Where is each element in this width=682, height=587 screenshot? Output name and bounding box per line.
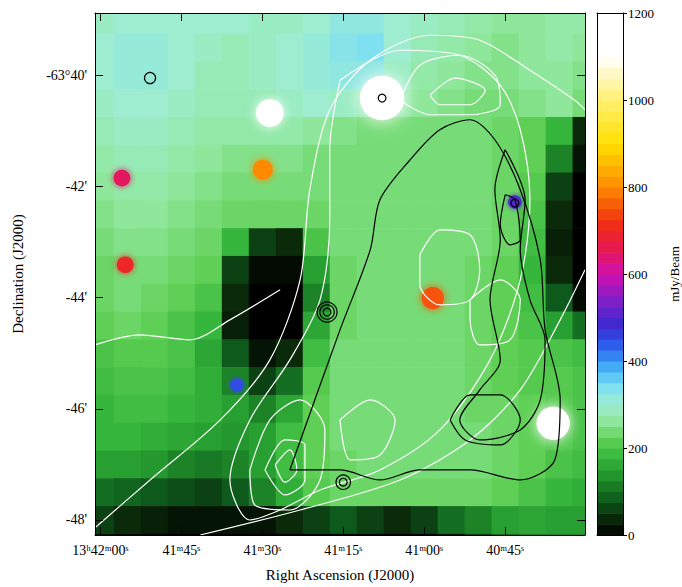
svg-text:Right Ascension (J2000): Right Ascension (J2000)	[266, 567, 414, 584]
svg-text:1000: 1000	[628, 93, 654, 108]
svg-text:40ᵐ45ˢ: 40ᵐ45ˢ	[486, 543, 524, 558]
svg-text:800: 800	[628, 180, 648, 195]
svg-text:1200: 1200	[628, 6, 654, 21]
svg-text:-46': -46'	[66, 401, 87, 416]
svg-text:0: 0	[628, 528, 635, 543]
svg-text:41ᵐ00ˢ: 41ᵐ00ˢ	[405, 543, 443, 558]
svg-text:Declination (J2000): Declination (J2000)	[10, 214, 27, 334]
svg-text:13ʰ42ᵐ00ˢ: 13ʰ42ᵐ00ˢ	[72, 543, 128, 558]
svg-text:-42': -42'	[66, 179, 87, 194]
svg-text:400: 400	[628, 354, 648, 369]
svg-text:mJy/Beam: mJy/Beam	[667, 246, 682, 302]
svg-text:200: 200	[628, 441, 648, 456]
svg-text:41ᵐ45ˢ: 41ᵐ45ˢ	[162, 543, 200, 558]
svg-text:41ᵐ30ˢ: 41ᵐ30ˢ	[243, 543, 281, 558]
svg-text:-44': -44'	[66, 290, 87, 305]
svg-text:600: 600	[628, 267, 648, 282]
svg-text:41ᵐ15ˢ: 41ᵐ15ˢ	[324, 543, 362, 558]
svg-text:-48': -48'	[66, 512, 87, 527]
svg-text:-63°40': -63°40'	[46, 68, 87, 83]
